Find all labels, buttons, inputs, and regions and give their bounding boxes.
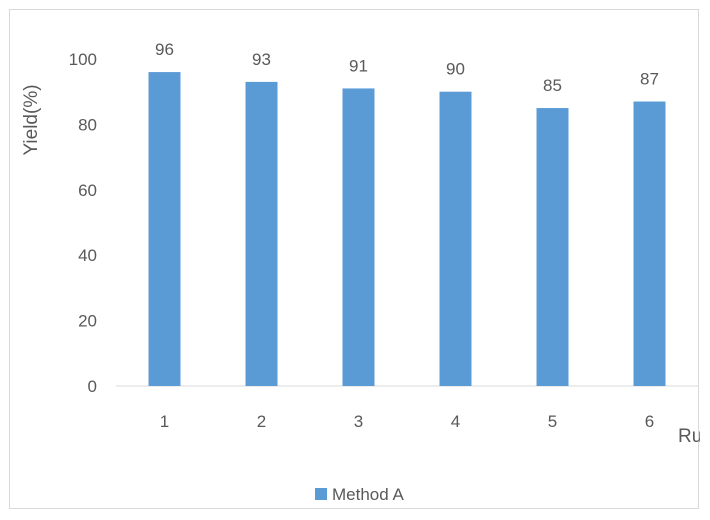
data-label: 87 [640, 70, 659, 89]
bar-run-6 [633, 101, 666, 386]
x-tick-label: 5 [548, 412, 557, 431]
x-tick-label: 1 [160, 412, 169, 431]
bar-run-5 [536, 108, 569, 387]
bar-run-4 [439, 91, 472, 386]
x-tick-label: 6 [645, 412, 654, 431]
x-axis-ticks: 1 2 3 4 5 6 [160, 412, 654, 431]
data-label: 93 [252, 50, 271, 69]
bar-run-3 [342, 88, 375, 387]
y-tick-label: 60 [78, 181, 97, 200]
x-tick-label: 3 [354, 412, 363, 431]
data-label: 96 [155, 40, 174, 59]
y-tick-label: 0 [88, 377, 97, 396]
x-tick-label: 2 [257, 412, 266, 431]
bars [148, 72, 666, 387]
bar-run-1 [148, 72, 181, 386]
bar-run-2 [245, 81, 278, 386]
legend-label-method-a: Method A [332, 485, 404, 504]
legend: Method A [315, 485, 404, 504]
y-tick-label: 80 [78, 115, 97, 134]
data-label: 91 [349, 56, 368, 75]
x-axis-label: Run [678, 426, 700, 447]
bar-chart: 0 20 40 60 80 100 96 93 91 90 85 87 1 2 3 4 5 6 Yield(%… [21, 40, 710, 504]
data-label: 90 [446, 60, 465, 79]
data-label: 85 [543, 76, 562, 95]
y-axis-label: Yield(%) [21, 84, 42, 155]
data-labels: 96 93 91 90 85 87 [155, 40, 659, 95]
y-axis-ticks: 0 20 40 60 80 100 [69, 50, 97, 396]
y-tick-label: 40 [78, 246, 97, 265]
chart-frame: 0 20 40 60 80 100 96 93 91 90 85 87 1 2 3 4 5 6 Yield(%… [9, 9, 710, 509]
y-tick-label: 20 [78, 312, 97, 331]
x-tick-label: 4 [451, 412, 460, 431]
legend-swatch [315, 488, 327, 500]
y-tick-label: 100 [69, 50, 97, 69]
